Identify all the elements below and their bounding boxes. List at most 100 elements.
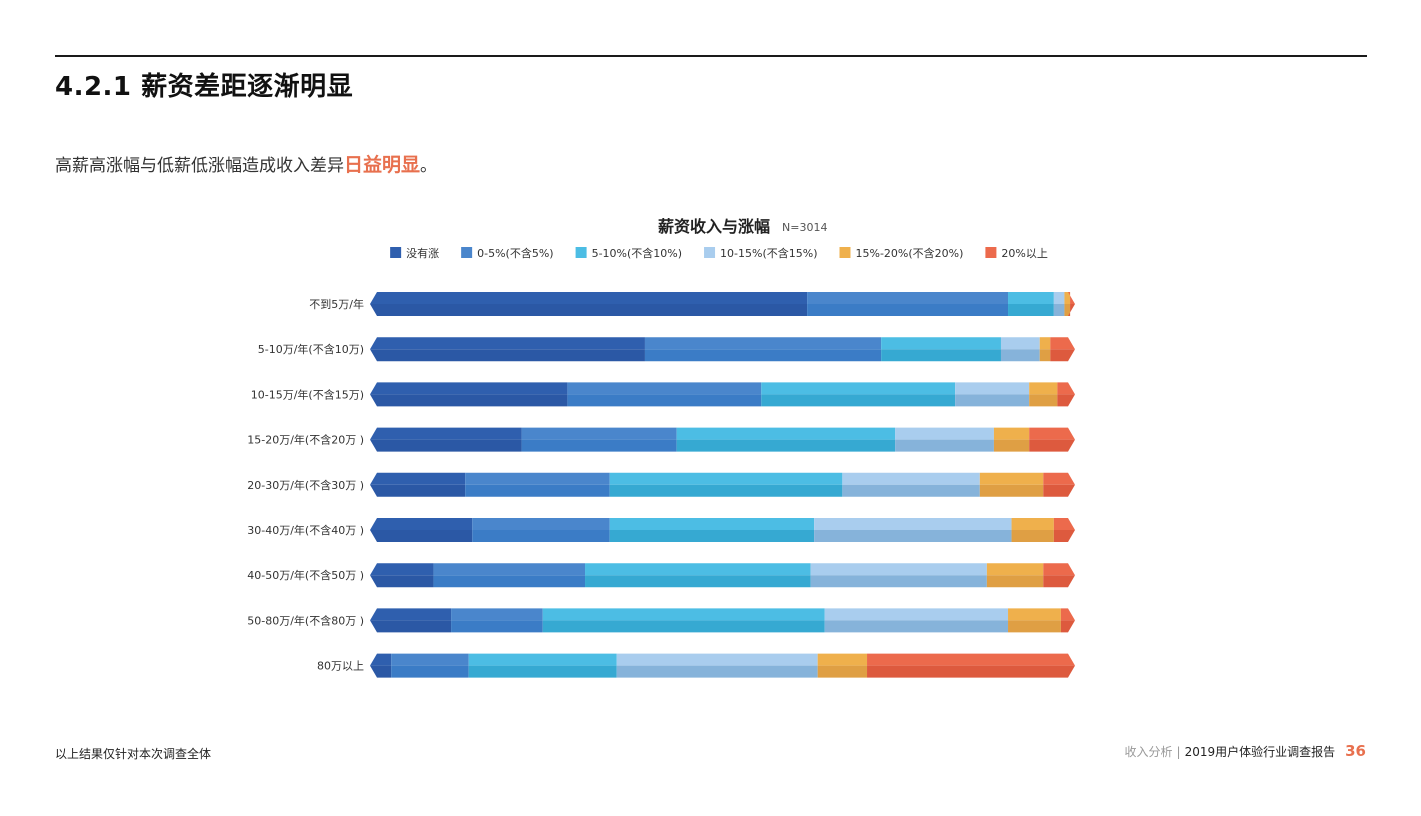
bar-segment-shade (881, 349, 1001, 362)
bar-segment-shade (1060, 620, 1075, 633)
bar-segment-shade (1008, 620, 1061, 633)
bar-segment (1053, 518, 1075, 530)
bar-segment-shade (370, 439, 522, 452)
bar-segment (370, 337, 645, 350)
legend-label: 10-15%(不含15%) (720, 246, 817, 260)
bar-segment-shade (567, 394, 762, 407)
bar-segment-shade (1050, 349, 1075, 362)
category-label: 30-40万/年(不含40万 ) (247, 523, 364, 537)
bar-segment (1008, 608, 1061, 621)
bar-segment (1057, 382, 1075, 395)
bar-segment (1064, 292, 1071, 304)
footer-section: 收入分析 (1124, 745, 1173, 759)
bar-segment (616, 653, 818, 666)
bar-segment (370, 563, 434, 576)
bar-segment-shade (616, 665, 818, 678)
bar-segment-shade (644, 349, 882, 362)
bar-segment (465, 472, 610, 485)
bar-segment (676, 427, 896, 440)
bar-segment-shade (867, 665, 1075, 678)
bar-segment (521, 427, 677, 440)
bar-segment (817, 653, 868, 666)
category-label: 15-20万/年(不含20万 ) (247, 433, 364, 447)
chart-title: 薪资收入与涨幅 (658, 217, 770, 236)
bar-segment (1029, 427, 1075, 440)
bar-segment (1029, 382, 1058, 395)
bar-segment-shade (1053, 304, 1065, 316)
legend-swatch (704, 247, 716, 258)
bar-segment-shade (465, 484, 610, 497)
bar-segment (1068, 292, 1075, 304)
page-title: 4.2.1 薪资差距逐渐明显 (55, 72, 354, 102)
bar-segment-shade (521, 439, 677, 452)
top-rule (55, 55, 1367, 57)
legend-swatch (575, 247, 587, 258)
bar-segment (824, 608, 1009, 621)
legend-label: 20%以上 (1001, 247, 1047, 260)
bar-segment (609, 518, 815, 530)
bar-segment (585, 563, 811, 576)
legend-label: 没有涨 (406, 246, 439, 260)
bar-segment (979, 472, 1044, 485)
bar-segment (1050, 337, 1075, 350)
bar-segment-shade (895, 439, 994, 452)
bar-segment-shade (1057, 394, 1075, 407)
footer-info: 收入分析 | 2019用户体验行业调查报告 36 (1125, 742, 1366, 760)
bar-segment-shade (1053, 530, 1075, 542)
page-number: 36 (1345, 742, 1366, 760)
legend-swatch (985, 247, 997, 258)
legend-swatch (839, 247, 851, 258)
bar-segment (370, 472, 466, 485)
bar-segment-shade (370, 394, 568, 407)
bar-segment-shade (1029, 394, 1058, 407)
chart-note: N=3014 (782, 221, 827, 234)
category-label: 80万以上 (317, 660, 364, 673)
bar-segment-shade (761, 394, 956, 407)
category-label: 5-10万/年(不含10万) (258, 342, 364, 356)
bar-segment-shade (1039, 349, 1051, 362)
bar-segment (542, 608, 825, 621)
bar-segment (370, 608, 452, 621)
bar-segment-shade (993, 439, 1030, 452)
legend-swatch (390, 247, 402, 258)
bar-segment-shade (817, 665, 868, 678)
bar-segment-shade (609, 530, 815, 542)
bar-segment (370, 292, 808, 304)
bar-segment (955, 382, 1030, 395)
category-label: 50-80万/年(不含80万 ) (247, 613, 364, 627)
bar-segment (1060, 608, 1075, 621)
bar-segment (370, 518, 473, 530)
bar-segment (370, 653, 392, 666)
bar-segment (810, 563, 987, 576)
bar-segment (472, 518, 610, 530)
bar-segment (993, 427, 1030, 440)
bar-segment-shade (609, 484, 843, 497)
category-label: 40-50万/年(不含50万 ) (247, 568, 364, 582)
bar-segment-shade (810, 575, 987, 588)
bar-segment (370, 427, 522, 440)
bar-segment (986, 563, 1044, 576)
bar-segment-shade (391, 665, 469, 678)
intro-text: 高薪高涨幅与低薪低涨幅造成收入差异日益明显。 (55, 150, 437, 177)
bar-segment-shade (807, 304, 1009, 316)
bar-segment (391, 653, 469, 666)
bar-segment-shade (1068, 304, 1075, 316)
bar-segment (1000, 337, 1040, 350)
bar-segment (895, 427, 994, 440)
bar-segment-shade (468, 665, 617, 678)
bar-segment (433, 563, 586, 576)
intro-highlight: 日益明显 (344, 154, 421, 176)
legend-label: 0-5%(不含5%) (477, 246, 553, 260)
bar-segment-shade (451, 620, 543, 633)
category-label: 不到5万/年 (309, 297, 364, 311)
bar-segment-shade (824, 620, 1009, 633)
bar-segment-shade (955, 394, 1030, 407)
bar-segment (468, 653, 617, 666)
bar-segment-shade (472, 530, 610, 542)
intro-main: 高薪高涨幅与低薪低涨幅造成收入差异 (55, 156, 344, 176)
bar-segment (567, 382, 762, 395)
legend-swatch (461, 247, 473, 258)
bar-segment-shade (979, 484, 1044, 497)
bar-segment-shade (1008, 304, 1054, 316)
